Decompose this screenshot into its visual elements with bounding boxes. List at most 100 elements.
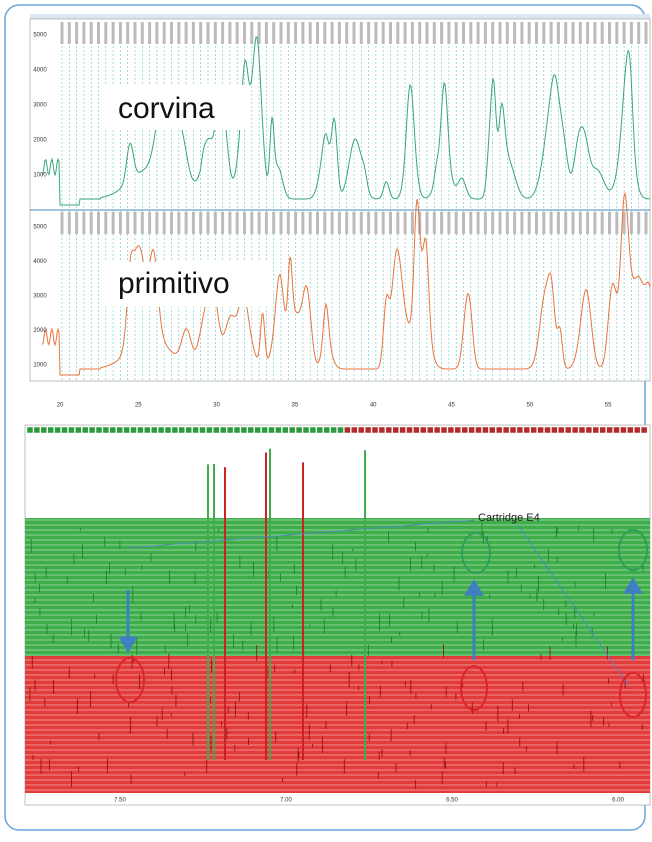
sample-square: [558, 426, 565, 434]
x-tick-label: 7.00: [280, 798, 292, 804]
peak-tag: [527, 22, 531, 44]
peak-tag: [586, 22, 590, 44]
peak-tag: [483, 212, 487, 234]
peak-tag: [425, 22, 429, 44]
peak-tag: [396, 212, 400, 234]
peak-tag: [549, 22, 553, 44]
sample-square: [282, 426, 289, 434]
sample-square: [295, 426, 303, 434]
peak-tag: [629, 22, 633, 44]
sample-square: [420, 426, 427, 434]
peak-tag: [126, 22, 130, 44]
sample-square: [116, 426, 123, 434]
peak-tag: [374, 22, 378, 44]
sample-square: [123, 426, 130, 434]
annotation-line: [517, 524, 629, 686]
sample-square: [33, 426, 41, 434]
highlight-circle: [461, 532, 491, 574]
sample-square: [302, 426, 310, 434]
peak-tag: [199, 212, 203, 234]
peak-tag: [60, 212, 64, 234]
sample-square: [68, 426, 75, 434]
peak-tag: [462, 212, 465, 234]
peak-tag: [97, 212, 100, 234]
peak-tag: [432, 212, 436, 234]
highlight-circle: [618, 529, 648, 571]
sample-square: [627, 426, 634, 434]
peak-tag: [447, 212, 451, 234]
sample-square: [233, 426, 241, 434]
sample-square: [385, 426, 393, 434]
sample-square: [544, 426, 551, 434]
peak-tag: [498, 212, 502, 234]
peak-tag: [469, 212, 473, 234]
peak-tag: [440, 212, 444, 234]
peak-tag: [542, 22, 546, 44]
peak-tag: [556, 22, 560, 44]
peak-tag: [104, 212, 108, 234]
peak-tag: [221, 212, 225, 234]
peak-tag: [235, 212, 239, 234]
y-tick-label: 1000: [33, 363, 47, 369]
sample-square: [247, 426, 255, 434]
peak-tag: [148, 22, 152, 44]
peak-tag: [279, 22, 283, 44]
peak-tag: [483, 22, 487, 44]
peak-tag: [294, 22, 298, 44]
peak-tag: [454, 22, 458, 44]
peak-tag: [615, 212, 619, 234]
sample-square: [502, 426, 510, 434]
x-tick-label: 20: [57, 403, 64, 409]
sample-square: [571, 426, 579, 434]
peak-tag: [294, 212, 298, 234]
peak-tag: [206, 22, 210, 44]
x-tick-label: 55: [605, 403, 612, 409]
sample-square: [81, 426, 89, 434]
arrow-head: [623, 577, 643, 594]
sample-square: [192, 426, 199, 434]
peak-tag: [316, 212, 319, 234]
peak-tag: [367, 22, 371, 44]
peak-tag: [600, 22, 604, 44]
window-bar: [30, 14, 650, 19]
sample-square: [137, 426, 144, 434]
peak-tag: [235, 22, 239, 44]
sample-square: [640, 426, 648, 434]
sample-square: [288, 426, 296, 434]
x-tick-label: 25: [135, 403, 142, 409]
peak-tag: [374, 212, 378, 234]
peak-tag: [323, 212, 327, 234]
peak-tag: [476, 22, 480, 44]
sample-square: [523, 426, 531, 434]
peak-tag: [513, 22, 517, 44]
peak-tag: [447, 22, 451, 44]
arrows: [118, 577, 643, 660]
y-tick-label: 2000: [33, 138, 47, 144]
peak-tag: [491, 22, 495, 44]
sample-square: [157, 426, 165, 434]
peak-tag: [505, 22, 509, 44]
peak-tag: [140, 212, 144, 234]
peak-tag: [191, 212, 195, 234]
peak-tag: [199, 22, 203, 44]
sample-square: [164, 426, 172, 434]
peak-tag: [600, 212, 604, 234]
x-tick-label: 35: [292, 403, 299, 409]
arrow-head: [118, 636, 138, 653]
peak-tag: [337, 22, 341, 44]
peak-tag: [97, 22, 100, 44]
x-tick-label: 6.50: [446, 798, 458, 804]
peak-tag: [257, 212, 261, 234]
peak-tag: [345, 212, 349, 234]
sample-square: [399, 426, 406, 434]
peak-tag: [170, 22, 173, 44]
sample-square: [592, 426, 600, 434]
sample-square: [585, 426, 593, 434]
peak-tag: [571, 22, 575, 44]
trace: [41, 36, 650, 206]
peak-tag: [637, 22, 641, 44]
sample-square: [219, 426, 227, 434]
sample-square: [468, 426, 475, 434]
peak-tag: [286, 212, 290, 234]
x-tick-label: 6.00: [612, 798, 624, 804]
